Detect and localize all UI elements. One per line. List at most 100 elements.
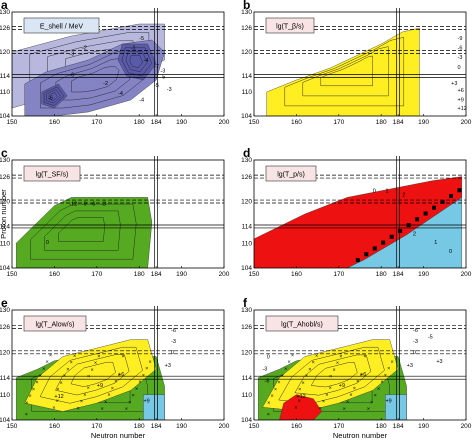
quantity-label-box	[265, 17, 315, 34]
nucleus-marker: ×	[101, 406, 104, 412]
plot-frame	[11, 309, 225, 421]
y-tick-label: 114	[242, 224, 253, 231]
y-tick-label: 126	[241, 324, 252, 331]
region-yellow	[262, 339, 399, 412]
nucleus-marker: ×	[66, 367, 69, 373]
x-tick-label: 200	[461, 423, 472, 430]
y-tick-label: 110	[242, 89, 253, 96]
quantity-label-box	[23, 165, 81, 182]
x-axis-label: Neutron number	[333, 431, 388, 440]
y-tick-label: 130	[0, 9, 10, 16]
boundary-marker	[389, 234, 394, 239]
y-tick-label: 114	[0, 224, 10, 231]
boundary-marker	[398, 228, 403, 233]
panel-e: e×××××××××××××××××××××××××××××××××××××××…	[0, 296, 230, 440]
heatmap-regions	[16, 197, 153, 268]
contour-value-label: +3	[451, 81, 457, 87]
panel-a: a 150 160 170 180 184 190 200 104 110 114 120 126 130…	[0, 0, 230, 126]
quantity-label-box	[23, 315, 87, 332]
contour-value-label: +3	[407, 363, 413, 369]
y-tick-label: 120	[0, 350, 10, 357]
plot-frame	[11, 159, 225, 269]
quantity-label-box	[23, 17, 100, 34]
nucleus-marker: ×	[87, 386, 90, 392]
y-tick-label: 114	[0, 73, 10, 80]
nucleus-marker: ×	[353, 386, 356, 392]
x-tick-label: 180	[376, 423, 387, 430]
x-tick-label: 184	[393, 271, 404, 278]
nucleus-marker: ×	[377, 386, 380, 392]
contour-value-label: +12	[54, 394, 63, 400]
nucleus-marker: ×	[80, 399, 83, 405]
boundary-marker	[381, 240, 386, 245]
contour-value-label: +3	[165, 363, 171, 369]
contour-value-label: 0	[373, 188, 376, 194]
contour-line	[121, 47, 152, 77]
plot-frame	[253, 159, 467, 269]
boundary-marker	[449, 194, 454, 199]
nucleus-marker: ×	[42, 367, 45, 373]
contour-value-label: -5	[154, 83, 159, 89]
nucleus-marker: ×	[111, 386, 114, 392]
y-tick-label: 130	[0, 307, 10, 314]
x-tick-label: 180	[134, 271, 145, 278]
contour-line	[30, 203, 137, 260]
nucleus-marker: ×	[94, 361, 97, 367]
nucleus-marker: ×	[298, 387, 301, 393]
panel-f: f×××××××××××××××××××××××××××××××××××××××…	[241, 296, 472, 440]
contour-value-label: -12	[69, 201, 77, 207]
nucleus-marker: ×	[332, 367, 335, 373]
y-axis-label: Proton number	[0, 189, 8, 239]
contour-value-label: -5	[139, 36, 144, 42]
x-tick-label: 190	[418, 271, 429, 278]
nucleus-marker: ×	[56, 399, 59, 405]
nucleus-marker: ×	[87, 374, 90, 380]
x-tick-label: 150	[7, 119, 18, 126]
heatmap-regions: ××××××××××××××××××××××××××××××××××××××××	[258, 339, 407, 420]
panel-letter-a: a	[1, 0, 8, 12]
contour-value-label: 0	[413, 350, 416, 356]
contour-line	[284, 37, 405, 107]
contour-value-label: -6	[48, 95, 53, 101]
nucleus-marker: ×	[128, 400, 131, 406]
nucleus-marker: ×	[267, 400, 270, 406]
contour-line	[310, 362, 358, 388]
y-tick-label: 104	[0, 265, 10, 272]
nucleus-marker: ×	[49, 353, 52, 359]
y-tick-label: 110	[242, 240, 253, 247]
x-tick-label: 184	[151, 119, 162, 126]
x-tick-label: 150	[249, 271, 260, 278]
boundary-marker	[415, 217, 420, 222]
nucleus-marker: ×	[25, 412, 28, 418]
y-tick-label: 104	[0, 417, 10, 424]
contour-value-label: -6	[69, 72, 74, 78]
contour-line	[125, 51, 148, 73]
contour-value-label: 0	[267, 354, 270, 360]
nucleus-marker: ×	[145, 366, 148, 372]
nucleus-marker: ×	[380, 380, 383, 386]
nucleus-marker: ×	[301, 380, 304, 386]
nucleus-marker: ×	[56, 387, 59, 393]
nucleus-marker: ×	[52, 405, 55, 411]
y-tick-label: 104	[241, 265, 252, 272]
contour-value-label: -3	[101, 201, 106, 207]
nucleus-marker: ×	[298, 399, 301, 405]
nucleus-marker: ×	[107, 393, 110, 399]
x-tick-label: 160	[49, 423, 60, 430]
contour-value-label: -3	[167, 87, 172, 93]
nucleus-marker: ×	[104, 400, 107, 406]
nucleus-marker: ×	[271, 394, 274, 400]
region-dark	[41, 83, 68, 109]
x-tick-label: 180	[376, 271, 387, 278]
y-tick-label: 104	[241, 417, 252, 424]
nucleus-marker: ×	[114, 379, 117, 385]
y-tick-label: 120	[0, 49, 10, 56]
boundary-marker	[440, 199, 445, 204]
nucleus-marker: ×	[325, 392, 328, 398]
contour-value-label: +12	[296, 394, 305, 400]
quantity-label: lg(T_SF/s)	[36, 172, 69, 179]
y-tick-label: 120	[241, 199, 252, 206]
contour-value-label: -3	[458, 55, 463, 61]
contour-value-label: -9	[82, 201, 87, 207]
